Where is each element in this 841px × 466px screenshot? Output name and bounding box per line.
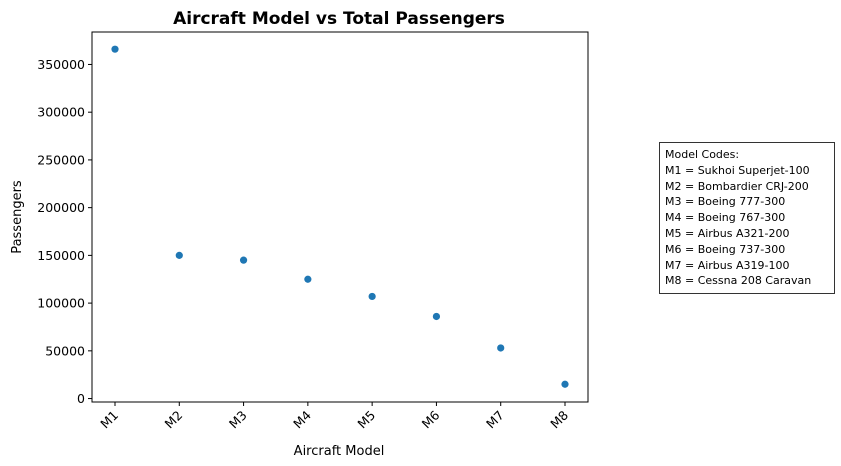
y-tick-label: 200000 bbox=[37, 200, 85, 215]
x-tick-label: M6 bbox=[419, 407, 443, 431]
y-tick-label: 100000 bbox=[37, 296, 85, 311]
legend-entry-m7: M7 = Airbus A319-100 bbox=[665, 258, 790, 272]
x-tick-label: M5 bbox=[354, 408, 378, 432]
y-tick-label: 300000 bbox=[37, 105, 85, 120]
data-point-m2 bbox=[175, 251, 183, 259]
x-tick-label: M2 bbox=[162, 408, 186, 432]
data-point-m8 bbox=[561, 380, 569, 388]
y-axis-label: Passengers bbox=[10, 180, 25, 254]
plot-area bbox=[91, 31, 589, 403]
model-codes-legend: Model Codes: M1 = Sukhoi Superjet-100 M2… bbox=[659, 142, 835, 295]
data-point-m3 bbox=[239, 256, 248, 264]
data-point-m6 bbox=[432, 312, 441, 321]
y-tick-label: 350000 bbox=[37, 57, 85, 72]
x-tick-label: M3 bbox=[226, 408, 250, 432]
legend-entry-m6: M6 = Boeing 737-300 bbox=[665, 242, 786, 256]
y-tick-label: 50000 bbox=[45, 343, 85, 358]
x-tick-label: M1 bbox=[97, 408, 121, 432]
y-tick-label: 0 bbox=[77, 391, 85, 406]
x-axis-label: Aircraft Model bbox=[294, 444, 385, 459]
legend-title: Model Codes: bbox=[665, 148, 740, 161]
chart-title: Aircraft Model vs Total Passengers bbox=[173, 9, 505, 29]
legend-entry-m1: M1 = Sukhoi Superjet-100 bbox=[665, 163, 810, 177]
data-point-m5 bbox=[368, 292, 376, 301]
x-tick-label: M8 bbox=[547, 407, 571, 431]
legend-entry-m2: M2 = Bombardier CRJ-200 bbox=[665, 179, 809, 193]
legend-entry-m8: M8 = Cessna 208 Caravan bbox=[665, 274, 812, 288]
legend-entry-m4: M4 = Boeing 767-300 bbox=[665, 211, 786, 225]
data-point-m1 bbox=[111, 45, 119, 53]
data-point-m7 bbox=[497, 344, 505, 352]
x-axis: M1 M2 M3 M4 M5 M6 M7 M8 bbox=[97, 402, 571, 431]
y-tick-label: 250000 bbox=[37, 152, 85, 167]
y-tick-label: 150000 bbox=[37, 248, 85, 263]
legend-entry-m5: M5 = Airbus A321-200 bbox=[665, 226, 790, 240]
legend-entry-m3: M3 = Boeing 777-300 bbox=[665, 195, 786, 209]
data-point-m4 bbox=[304, 275, 312, 283]
x-tick-label: M7 bbox=[483, 408, 507, 432]
data-points bbox=[111, 45, 569, 388]
x-tick-label: M4 bbox=[290, 407, 314, 431]
y-axis: 0 50000 100000 150000 200000 250000 300000 3500… bbox=[37, 57, 92, 406]
